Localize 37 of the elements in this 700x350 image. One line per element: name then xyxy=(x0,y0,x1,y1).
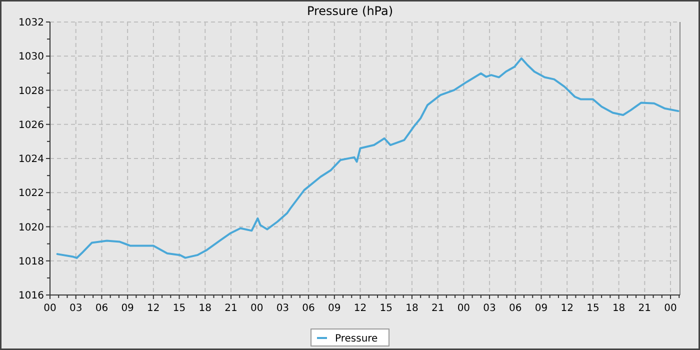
x-tick-label: 12 xyxy=(560,303,574,314)
x-tick-label: 12 xyxy=(354,303,367,314)
x-tick-label: 09 xyxy=(534,303,548,314)
x-tick-label: 00 xyxy=(44,303,56,314)
x-tick-label: 21 xyxy=(638,303,652,314)
y-tick-label: 1016 xyxy=(18,290,44,302)
x-tick-label: 06 xyxy=(95,303,108,314)
line-series xyxy=(56,57,680,259)
x-tick-label: 09 xyxy=(121,303,134,314)
y-tick-label: 1020 xyxy=(18,222,44,234)
x-tick-label: 12 xyxy=(147,303,160,314)
y-tick-label: 1018 xyxy=(18,256,44,268)
y-tick-label: 1022 xyxy=(18,188,44,200)
x-tick-label: 06 xyxy=(302,303,315,314)
y-tick-label: 1024 xyxy=(18,154,44,165)
x-tick-label: 15 xyxy=(172,303,186,314)
y-tick-label: 1026 xyxy=(18,120,44,131)
x-tick-label: 03 xyxy=(483,303,496,314)
y-tick-label: 1028 xyxy=(18,86,44,97)
x-tick-label: 21 xyxy=(431,303,444,314)
x-tick-label: 21 xyxy=(224,303,238,314)
x-tick-label: 18 xyxy=(612,303,626,314)
legend-label: Pressure xyxy=(335,334,378,344)
x-tick-label: 06 xyxy=(509,303,522,314)
x-tick-label: 18 xyxy=(406,303,418,314)
x-tick-label: 15 xyxy=(380,303,392,314)
x-tick-label: 09 xyxy=(328,303,341,314)
x-tick-label: 00 xyxy=(457,303,470,314)
x-tick-label: 18 xyxy=(198,303,212,314)
x-tick-label: 15 xyxy=(586,303,600,314)
y-tick-label: 1032 xyxy=(18,18,44,28)
x-tick-label: 03 xyxy=(276,303,290,314)
chart-title: Pressure (hPa) xyxy=(306,4,394,18)
x-tick-label: 00 xyxy=(250,303,264,314)
x-tick-label: 03 xyxy=(69,303,82,314)
x-tick-label: 00 xyxy=(664,303,677,314)
y-tick-label: 1030 xyxy=(18,52,44,63)
